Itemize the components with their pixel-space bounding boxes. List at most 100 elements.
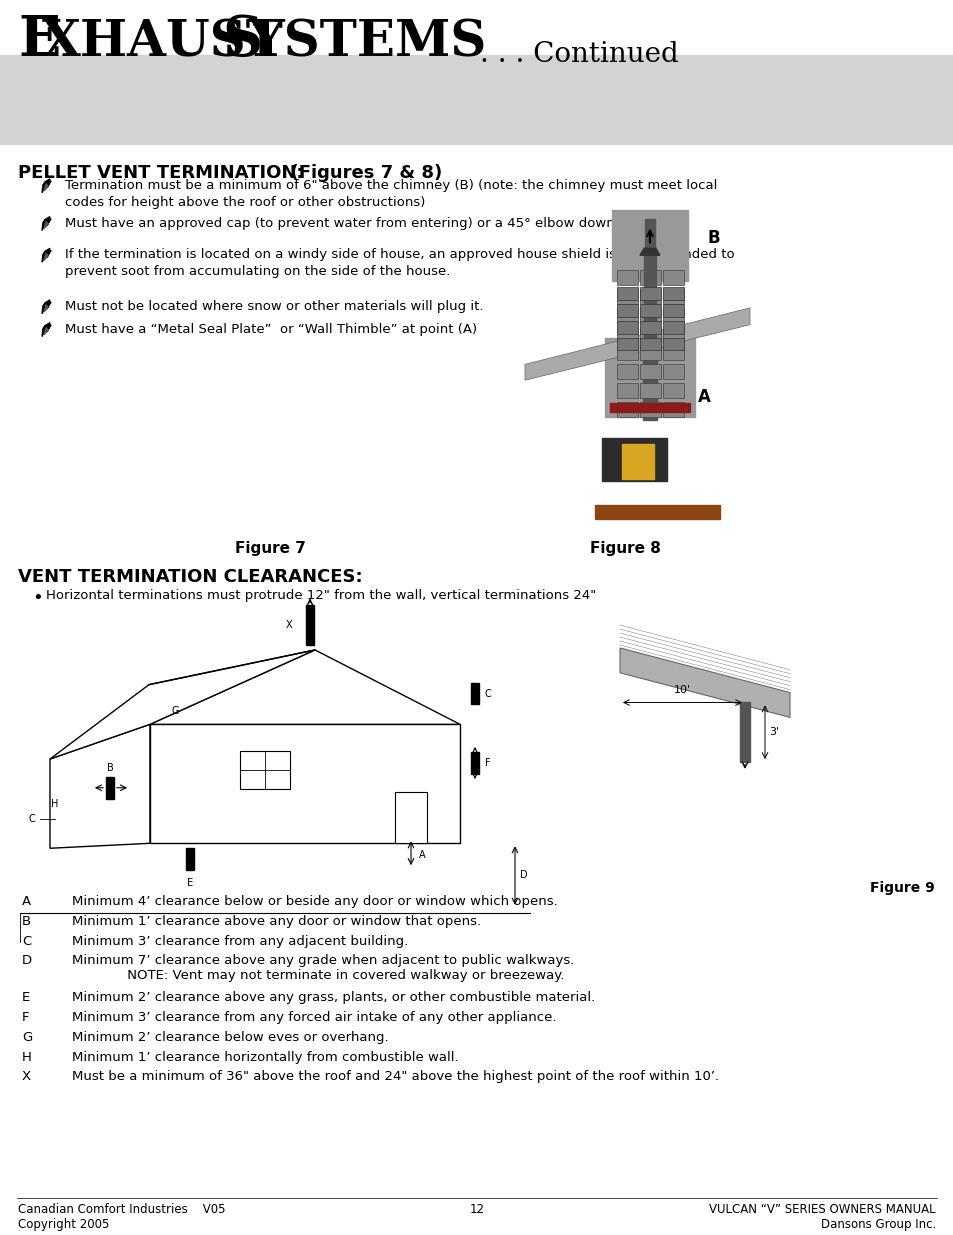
Text: . . . Continued: . . . Continued [479, 41, 678, 68]
Text: VULCAN “V” SERIES OWNERS MANUAL: VULCAN “V” SERIES OWNERS MANUAL [709, 1203, 935, 1216]
Text: H: H [22, 1051, 31, 1063]
Text: PELLET VENT TERMINATION:: PELLET VENT TERMINATION: [18, 164, 303, 182]
Text: YSTEMS: YSTEMS [248, 19, 486, 68]
Bar [617, 270, 638, 285]
Bar [106, 777, 113, 799]
Polygon shape [42, 216, 51, 231]
Text: C: C [22, 935, 31, 947]
Bar [639, 289, 660, 304]
Bar [639, 308, 660, 322]
Text: 12: 12 [469, 1203, 484, 1216]
Text: B: B [22, 915, 31, 927]
Bar [612, 210, 687, 282]
Bar [662, 321, 683, 333]
Text: E: E [187, 878, 193, 888]
Text: F: F [484, 758, 490, 768]
Bar [186, 848, 193, 871]
Bar [617, 346, 638, 361]
Text: Figure 7: Figure 7 [234, 541, 305, 556]
Text: E: E [22, 990, 30, 1004]
Text: F: F [22, 1011, 30, 1024]
Bar [639, 403, 660, 417]
Text: Figure 8: Figure 8 [589, 541, 659, 556]
Text: C: C [484, 689, 491, 699]
Polygon shape [44, 221, 48, 228]
Text: S: S [222, 12, 262, 68]
Bar [662, 346, 683, 361]
Text: 3': 3' [768, 727, 779, 737]
Bar [471, 752, 478, 774]
Bar [395, 792, 427, 844]
Text: If the termination is located on a windy side of house, an approved house shield: If the termination is located on a windy… [65, 248, 734, 278]
Bar [662, 364, 683, 379]
Text: VENT TERMINATION CLEARANCES:: VENT TERMINATION CLEARANCES: [18, 568, 362, 585]
Text: C: C [29, 814, 35, 824]
Bar [740, 703, 749, 762]
Bar [0, 56, 953, 144]
Text: Minimum 2’ clearance above any grass, plants, or other combustible material.: Minimum 2’ clearance above any grass, pl… [71, 990, 595, 1004]
Bar [617, 289, 638, 304]
Bar [643, 257, 656, 341]
Text: A: A [698, 388, 710, 406]
Polygon shape [639, 248, 659, 256]
Polygon shape [42, 248, 51, 262]
Bar [639, 364, 660, 379]
Polygon shape [42, 322, 51, 337]
Text: Minimum 4’ clearance below or beside any door or window which opens.: Minimum 4’ clearance below or beside any… [71, 895, 558, 908]
Text: Horizontal terminations must protrude 12" from the wall, vertical terminations 2: Horizontal terminations must protrude 12… [46, 589, 596, 603]
Text: Minimum 1’ clearance above any door or window that opens.: Minimum 1’ clearance above any door or w… [71, 915, 480, 927]
Bar [662, 270, 683, 285]
Bar [639, 270, 660, 285]
Bar [662, 304, 683, 316]
Bar [662, 287, 683, 300]
Bar [639, 321, 660, 333]
Text: XHAUST: XHAUST [42, 19, 284, 68]
Text: Minimum 7’ clearance above any grade when adjacent to public walkways.
         : Minimum 7’ clearance above any grade whe… [71, 955, 574, 982]
Text: H: H [51, 799, 59, 809]
Bar [609, 403, 689, 412]
Bar [662, 308, 683, 322]
Text: Minimum 2’ clearance below eves or overhang.: Minimum 2’ clearance below eves or overh… [71, 1031, 388, 1044]
Polygon shape [42, 300, 51, 314]
Bar [617, 321, 638, 333]
Text: A: A [22, 895, 31, 908]
Text: Minimum 3’ clearance from any adjacent building.: Minimum 3’ clearance from any adjacent b… [71, 935, 408, 947]
Text: A: A [418, 850, 425, 861]
Text: D: D [519, 869, 527, 881]
Text: E: E [18, 12, 60, 68]
Bar [471, 683, 478, 704]
Text: X: X [285, 620, 292, 630]
Text: Must have an approved cap (to prevent water from entering) or a 45° elbow downtu: Must have an approved cap (to prevent wa… [65, 216, 641, 230]
Polygon shape [44, 184, 48, 191]
Bar [639, 383, 660, 398]
Bar [617, 337, 638, 351]
Bar [617, 327, 638, 342]
Bar [639, 287, 660, 300]
Text: Termination must be a minimum of 6" above the chimney (B) (note: the chimney mus: Termination must be a minimum of 6" abov… [65, 179, 717, 209]
Polygon shape [44, 327, 48, 335]
Text: Must have a “Metal Seal Plate”  or “Wall Thimble” at point (A): Must have a “Metal Seal Plate” or “Wall … [65, 322, 476, 336]
Bar [644, 219, 655, 253]
Text: D: D [22, 955, 32, 967]
Bar [639, 337, 660, 351]
Bar [617, 364, 638, 379]
Text: 10': 10' [673, 684, 690, 694]
Polygon shape [524, 308, 749, 380]
Bar [662, 289, 683, 304]
Text: •: • [32, 589, 43, 608]
Polygon shape [150, 724, 459, 844]
Bar [604, 337, 695, 417]
Bar [617, 383, 638, 398]
Text: B: B [107, 763, 113, 773]
Polygon shape [50, 650, 314, 760]
Text: Minimum 1’ clearance horizontally from combustible wall.: Minimum 1’ clearance horizontally from c… [71, 1051, 458, 1063]
Text: G: G [172, 706, 178, 716]
Text: Canadian Comfort Industries    V05: Canadian Comfort Industries V05 [18, 1203, 225, 1216]
Text: Must not be located where snow or other materials will plug it.: Must not be located where snow or other … [65, 300, 483, 312]
Bar [639, 304, 660, 316]
Bar [662, 327, 683, 342]
Bar [662, 337, 683, 351]
Bar [617, 304, 638, 316]
Bar [595, 505, 720, 519]
Polygon shape [44, 305, 48, 311]
